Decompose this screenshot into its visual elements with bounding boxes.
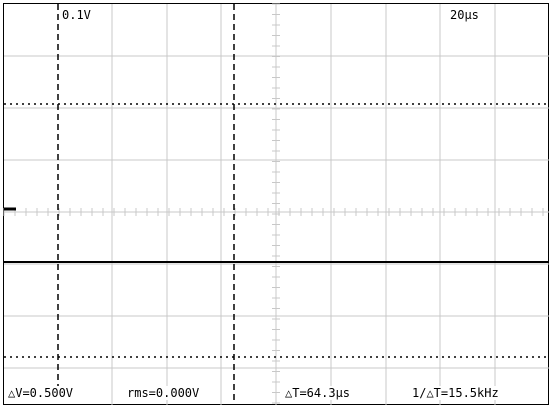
- volts-per-div-label: 0.1V: [62, 8, 91, 22]
- rms-readout: rms=0.000V: [127, 386, 200, 400]
- delta-v-readout: △V=0.500V: [8, 386, 74, 400]
- inverse-delta-t-readout: 1/△T=15.5kHz: [412, 386, 499, 400]
- delta-t-readout: △T=64.3μs: [285, 386, 351, 400]
- time-per-div-label: 20μs: [450, 8, 479, 22]
- center-axis-ticks: [3, 3, 544, 404]
- graticule-grid: [4, 4, 549, 405]
